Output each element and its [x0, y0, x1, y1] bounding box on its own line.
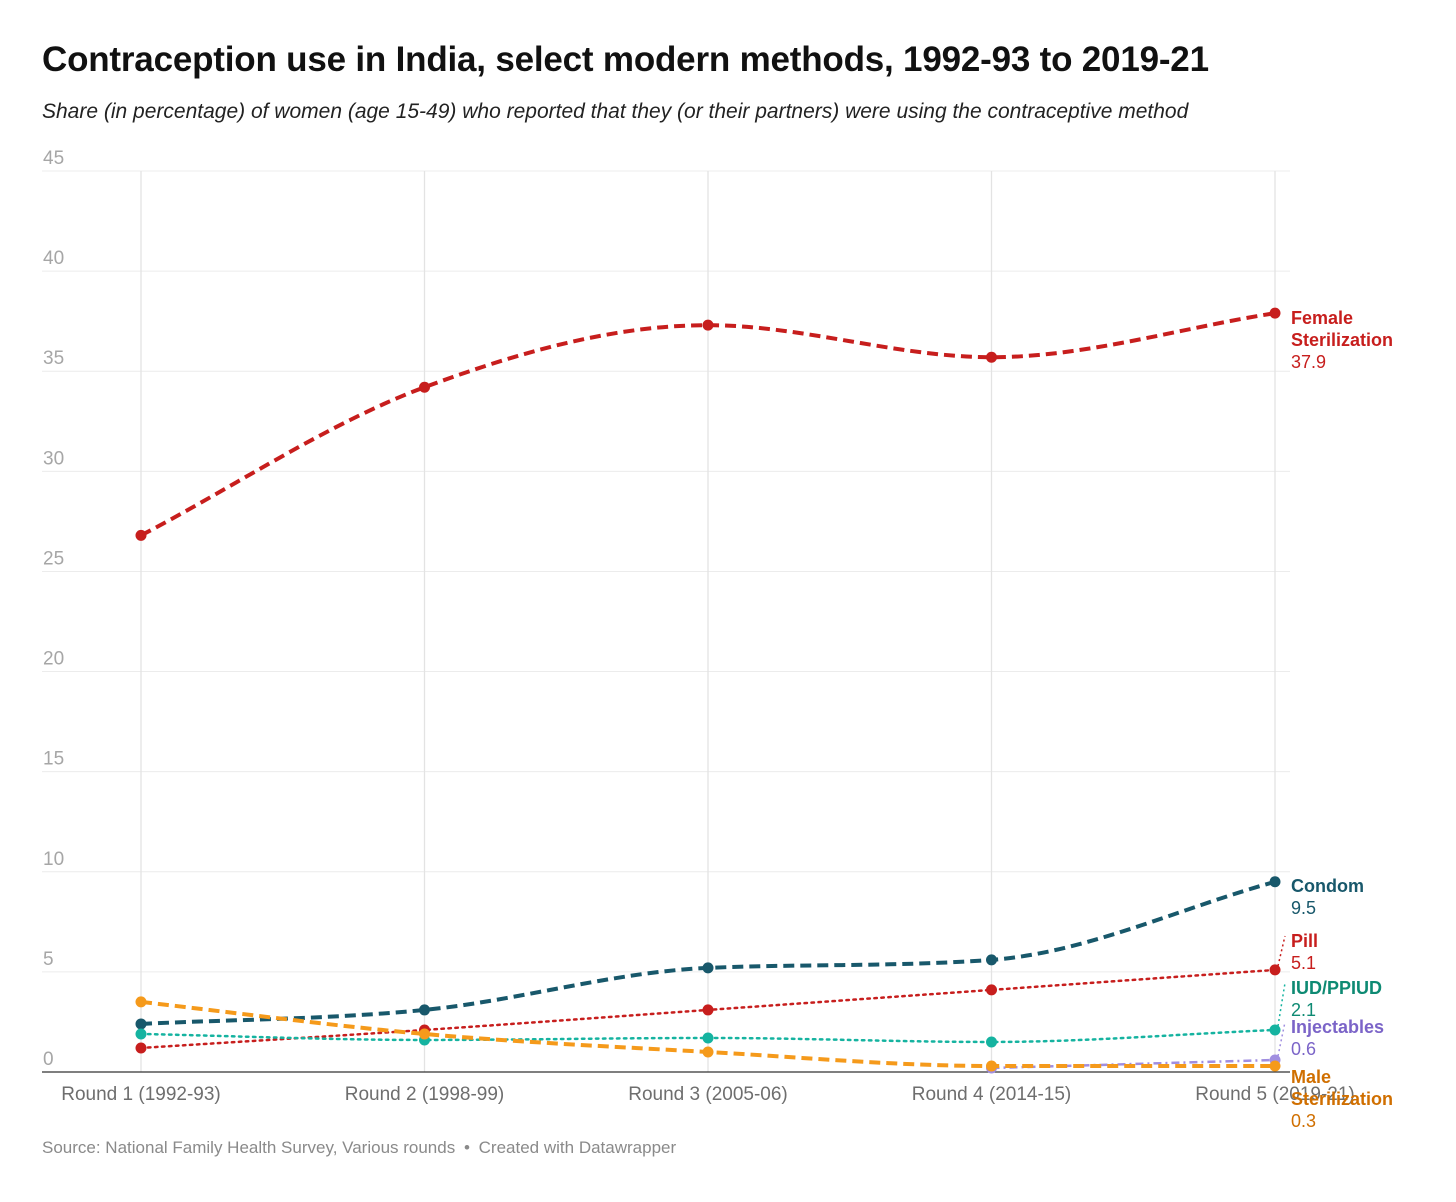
- y-tick-label: 40: [43, 248, 64, 269]
- data-point: [1269, 964, 1281, 976]
- data-point: [702, 1046, 714, 1058]
- data-point: [1269, 876, 1281, 888]
- chart-subtitle: Share (in percentage) of women (age 15-4…: [42, 100, 1189, 123]
- data-point: [135, 1018, 147, 1030]
- series-label: Sterilization: [1291, 330, 1393, 350]
- series-label: Sterilization: [1291, 1089, 1393, 1109]
- source-note: Source: National Family Health Survey, V…: [42, 1138, 456, 1157]
- data-point: [702, 319, 714, 331]
- y-tick-label: 15: [43, 749, 64, 770]
- series-end-value: 0.3: [1291, 1111, 1316, 1131]
- data-point: [702, 1004, 714, 1016]
- data-point: [986, 1036, 997, 1048]
- series-label: Male: [1291, 1067, 1331, 1087]
- data-point: [419, 1004, 430, 1016]
- y-tick-label: 25: [43, 548, 64, 569]
- y-tick-label: 10: [43, 849, 64, 870]
- footer-separator: •: [463, 1138, 470, 1157]
- x-tick-label: Round 4 (2014-15): [912, 1084, 1072, 1105]
- credit-note: Created with Datawrapper: [478, 1138, 677, 1157]
- data-point: [135, 1028, 147, 1040]
- x-tick-label: Round 2 (1998-99): [345, 1084, 505, 1105]
- chart-footer: Source: National Family Health Survey, V…: [42, 1138, 676, 1158]
- series-label: IUD/PPIUD: [1291, 978, 1382, 998]
- series-end-value: 2.1: [1291, 1000, 1316, 1020]
- series-end-value: 37.9: [1291, 352, 1326, 372]
- series-end-value: 0.6: [1291, 1039, 1316, 1059]
- chart-title: Contraception use in India, select moder…: [42, 40, 1209, 79]
- label-leader-line: [1277, 1021, 1286, 1057]
- y-tick-label: 0: [43, 1049, 54, 1070]
- data-point: [419, 381, 430, 393]
- data-point: [1269, 1024, 1281, 1036]
- x-tick-label: Round 3 (2005-06): [628, 1084, 788, 1105]
- y-tick-label: 35: [43, 348, 64, 369]
- data-point: [986, 954, 997, 966]
- data-point: [986, 351, 997, 363]
- label-leader-line: [1277, 935, 1286, 967]
- data-point: [1269, 307, 1281, 319]
- y-tick-label: 20: [43, 649, 64, 670]
- series-label: Injectables: [1291, 1017, 1384, 1037]
- y-tick-label: 5: [43, 949, 54, 970]
- series-line: [991, 1058, 1276, 1070]
- series-label: Female: [1291, 308, 1353, 328]
- y-tick-label: 45: [43, 148, 64, 169]
- data-point: [135, 529, 147, 541]
- data-point: [135, 996, 147, 1008]
- series-label: Pill: [1291, 931, 1318, 951]
- y-tick-label: 30: [43, 448, 64, 469]
- series-end-value: 9.5: [1291, 898, 1316, 918]
- data-point: [702, 962, 714, 974]
- series-end-value: 5.1: [1291, 953, 1316, 973]
- x-tick-label: Round 1 (1992-93): [61, 1084, 221, 1105]
- data-point: [419, 1028, 430, 1040]
- data-point: [702, 1032, 714, 1044]
- data-point: [986, 1060, 997, 1072]
- data-point: [1269, 1060, 1281, 1072]
- x-tick-label: Round 5 (2019-21): [1195, 1084, 1355, 1105]
- data-point: [135, 1042, 147, 1054]
- label-leader-line: [1277, 982, 1286, 1027]
- series-line: [140, 311, 1276, 538]
- series-label: Condom: [1291, 876, 1364, 896]
- data-point: [986, 984, 997, 996]
